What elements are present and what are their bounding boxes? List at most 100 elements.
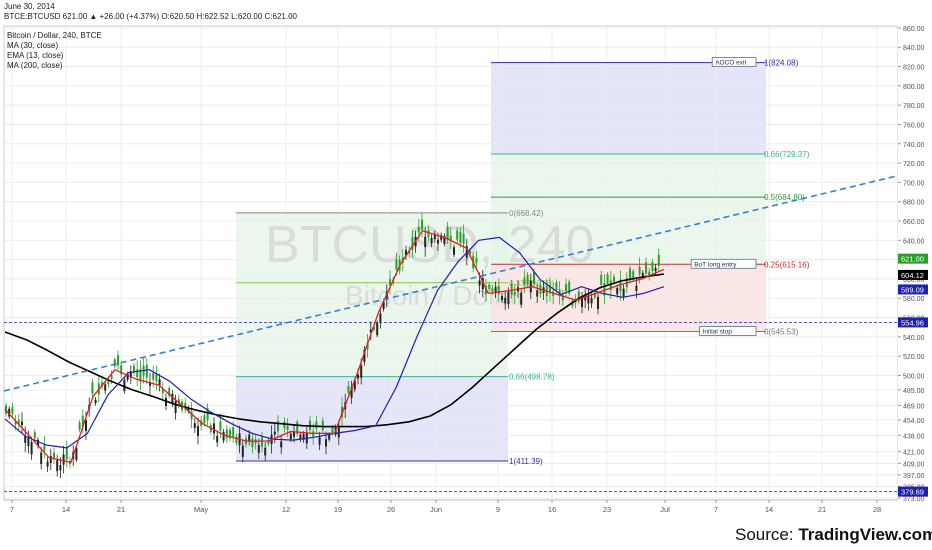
candle-body	[565, 284, 567, 292]
candle-body	[56, 460, 59, 472]
y-tick-label: 780.00	[903, 103, 925, 110]
candle-body	[193, 423, 196, 429]
candle-body	[325, 439, 327, 447]
candle-body	[40, 452, 43, 465]
chart-title: Bitcoin / Dollar, 240, BTCE	[7, 31, 102, 40]
candle-body	[161, 388, 164, 394]
candle-body	[629, 268, 631, 281]
candle-body	[171, 393, 174, 404]
candle-body	[613, 276, 615, 282]
candle-body	[120, 365, 123, 375]
candle-body	[635, 285, 638, 291]
fib-note-label: AOCO exit	[715, 60, 746, 67]
candle-body	[184, 402, 187, 409]
candle-body	[459, 231, 462, 244]
candle-body	[222, 431, 225, 441]
candle-body	[267, 439, 270, 444]
fib-note-box	[711, 57, 757, 68]
candle-body	[440, 235, 443, 240]
x-tick-label: 7	[10, 505, 14, 514]
candle-body	[619, 279, 622, 292]
candle-body	[645, 262, 647, 274]
legend-item-ema13[interactable]: EMA (13, close)	[7, 51, 64, 60]
y-tick-label: 421.00	[903, 450, 925, 457]
candle-body	[126, 373, 129, 380]
candle-body	[462, 233, 465, 244]
y-tick-label: 397.00	[903, 473, 925, 480]
candle-body	[395, 259, 398, 270]
candle-body	[366, 342, 369, 350]
y-tick-label: 840.00	[903, 45, 925, 52]
candle-body	[590, 298, 593, 304]
candle-body	[657, 254, 660, 266]
candle-body	[597, 296, 599, 310]
candle-body	[453, 247, 455, 255]
indicator-series	[4, 230, 665, 464]
candle-body	[360, 365, 363, 378]
candle-body	[293, 431, 295, 437]
x-tick-label: 28	[873, 505, 881, 514]
candle-body	[299, 434, 302, 439]
candle-body	[17, 420, 20, 425]
candle-body	[581, 298, 583, 308]
legend-item-ma30[interactable]: MA (30, close)	[7, 41, 59, 50]
price-label-text: 379.69	[901, 488, 924, 497]
price-label-box	[898, 486, 928, 497]
candle-body	[283, 421, 286, 429]
x-tick-label: 23	[603, 505, 611, 514]
candle-body	[94, 399, 97, 404]
price-label-text: 621.00	[901, 255, 924, 264]
candle-body	[363, 349, 366, 362]
fib-target-label-0.25: 0.25(615.16)	[764, 260, 810, 269]
x-tick-label: 12	[282, 505, 290, 514]
candle-body	[385, 291, 388, 301]
series-line-ma200	[4, 273, 665, 428]
x-tick-label: 14	[765, 505, 773, 514]
candle-body	[168, 387, 171, 396]
price-label-box	[898, 269, 928, 280]
candle-body	[491, 288, 494, 292]
y-tick-label: 454.00	[903, 418, 925, 425]
candle-body	[357, 374, 359, 379]
candle-body	[46, 461, 49, 467]
candle-body	[526, 274, 529, 285]
y-tick-label: 409.00	[903, 461, 925, 468]
price-label-text: 589.09	[901, 285, 924, 294]
x-tick-label: 19	[334, 505, 342, 514]
candle-body	[280, 441, 283, 448]
candle-body	[648, 271, 651, 277]
legend-item-ma200[interactable]: MA (200, close)	[7, 61, 63, 70]
candle-body	[350, 387, 353, 398]
candle-body	[229, 429, 231, 439]
candle-body	[177, 399, 180, 404]
candle-body	[273, 431, 276, 435]
y-tick-label: 720.00	[903, 161, 925, 168]
candle-body	[606, 274, 609, 284]
y-tick-label: 500.00	[903, 373, 925, 380]
candle-body	[549, 285, 551, 294]
candle-body	[203, 415, 206, 423]
y-tick-label: 580.00	[903, 296, 925, 303]
symbol-header: June 30, 2014 BTCE:BTCUSD 621.00 ▲ +26.0…	[4, 2, 297, 22]
candle-body	[481, 278, 484, 290]
candle-body	[654, 268, 657, 272]
price-label-box	[898, 317, 928, 328]
candle-body	[584, 297, 587, 301]
candle-body	[331, 427, 334, 434]
candle-body	[81, 415, 84, 428]
candle-body	[113, 359, 116, 367]
candle-body	[405, 250, 407, 256]
fib-upper-label-0: 0(668.42)	[509, 209, 544, 218]
candle-body	[603, 283, 606, 296]
candle-body	[469, 250, 471, 254]
candle-body	[145, 365, 148, 378]
candle-body	[241, 445, 244, 457]
candle-body	[261, 437, 263, 447]
candle-body	[149, 382, 151, 386]
candle-body	[321, 420, 324, 431]
candle-body	[488, 284, 491, 290]
candle-body	[65, 448, 68, 460]
candle-body	[443, 236, 446, 244]
candle-body	[389, 279, 391, 286]
